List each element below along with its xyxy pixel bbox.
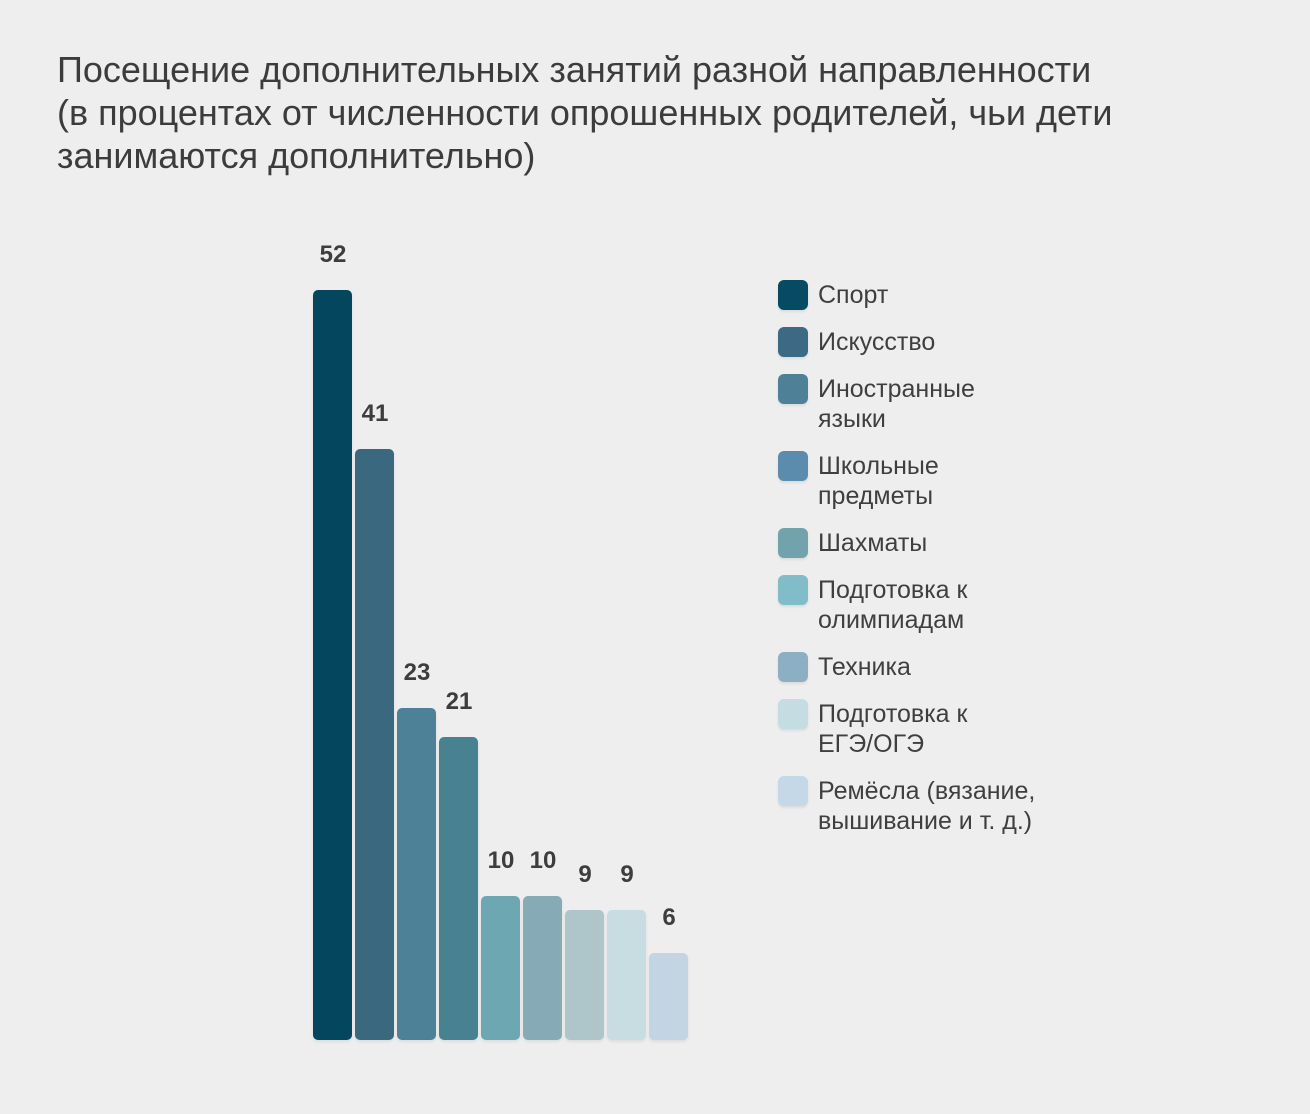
legend-item: Подготовка к олимпиадам [778, 575, 1198, 635]
legend-swatch [778, 699, 808, 729]
bar-4 [439, 737, 478, 1040]
bar-value-label: 23 [403, 659, 431, 686]
legend-swatch [778, 528, 808, 558]
bar-value-label: 9 [578, 861, 592, 888]
legend-swatch [778, 451, 808, 481]
bar-value-label: 10 [529, 847, 557, 874]
legend-swatch [778, 327, 808, 357]
legend-label: Подготовка к олимпиадам [818, 576, 968, 634]
legend-label: Техника [818, 653, 911, 681]
legend-item: Спорт [778, 280, 1198, 310]
bar-5 [481, 896, 520, 1040]
bar-value-label: 9 [620, 861, 634, 888]
chart-title-line-2: (в процентах от численности опрошенных р… [57, 92, 1113, 133]
chart-legend: Спорт Искусство Иностранные языки Школьные пр… [778, 280, 1198, 853]
legend-label: Искусство [818, 328, 936, 356]
legend-item: Шахматы [778, 528, 1198, 558]
bar-8 [607, 910, 646, 1040]
legend-label: Подготовка к ЕГЭ/ОГЭ [818, 700, 968, 758]
chart-title: Посещение дополнительных занятий разной … [57, 48, 1257, 177]
legend-label: Ремёсла (вязание, вышивание и т. д.) [818, 777, 1036, 835]
bar-3 [397, 708, 436, 1040]
bar-value-label: 6 [662, 904, 676, 931]
legend-swatch [778, 374, 808, 404]
legend-item: Ремёсла (вязание, вышивание и т. д.) [778, 776, 1198, 836]
legend-swatch [778, 280, 808, 310]
legend-item: Школьные предметы [778, 451, 1198, 511]
legend-item: Иностранные языки [778, 374, 1198, 434]
chart-title-line-1: Посещение дополнительных занятий разной … [57, 49, 1092, 90]
legend-swatch [778, 652, 808, 682]
bar-2 [355, 449, 394, 1040]
bar-9 [649, 953, 688, 1040]
legend-label: Спорт [818, 281, 889, 309]
legend-label: Шахматы [818, 529, 928, 557]
legend-item: Искусство [778, 327, 1198, 357]
bar-value-label: 10 [487, 847, 515, 874]
legend-item: Техника [778, 652, 1198, 682]
bar-6 [523, 896, 562, 1040]
bar-value-label: 52 [319, 241, 347, 268]
legend-item: Подготовка к ЕГЭ/ОГЭ [778, 699, 1198, 759]
legend-swatch [778, 776, 808, 806]
bar-value-label: 41 [361, 400, 389, 427]
bar-1 [313, 290, 352, 1040]
legend-swatch [778, 575, 808, 605]
legend-label: Иностранные языки [818, 375, 975, 433]
bar-7 [565, 910, 604, 1040]
bar-value-label: 21 [445, 688, 473, 715]
legend-label: Школьные предметы [818, 452, 939, 510]
chart-title-line-3: занимаются дополнительно) [57, 135, 536, 176]
